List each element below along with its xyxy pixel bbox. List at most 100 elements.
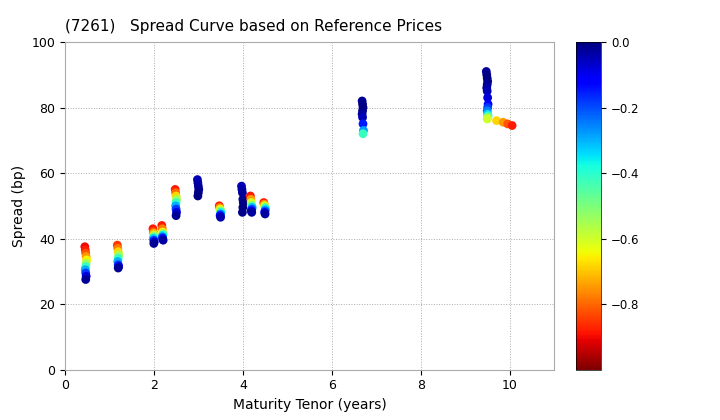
Point	[79, 243, 91, 250]
Point	[481, 84, 492, 91]
Point	[482, 81, 493, 88]
Point	[215, 212, 226, 219]
Point	[482, 104, 493, 111]
Point	[357, 114, 369, 121]
Point	[113, 263, 125, 270]
Point	[112, 242, 123, 249]
Point	[112, 265, 124, 271]
Point	[215, 210, 226, 217]
Point	[259, 202, 271, 209]
Point	[357, 101, 369, 108]
X-axis label: Maturity Tenor (years): Maturity Tenor (years)	[233, 398, 387, 412]
Point	[482, 94, 493, 101]
Point	[246, 207, 257, 214]
Point	[170, 189, 181, 196]
Point	[215, 209, 227, 216]
Point	[482, 88, 493, 94]
Point	[157, 232, 168, 239]
Point	[81, 260, 92, 266]
Point	[357, 108, 369, 114]
Point	[491, 117, 503, 124]
Point	[112, 245, 124, 252]
Point	[157, 235, 168, 242]
Point	[357, 130, 369, 137]
Point	[356, 111, 368, 118]
Point	[246, 209, 258, 216]
Point	[482, 111, 493, 118]
Point	[215, 207, 226, 214]
Point	[480, 68, 492, 75]
Point	[482, 101, 494, 108]
Point	[259, 210, 271, 217]
Point	[498, 119, 509, 126]
Point	[79, 266, 91, 273]
Point	[148, 240, 160, 247]
Point	[482, 114, 493, 121]
Point	[148, 237, 160, 244]
Point	[192, 193, 204, 199]
Point	[258, 199, 269, 206]
Point	[148, 228, 159, 235]
Point	[245, 196, 256, 202]
Point	[357, 121, 369, 127]
Point	[113, 252, 125, 258]
Point	[112, 255, 124, 262]
Point	[148, 239, 160, 245]
Point	[246, 202, 258, 209]
Point	[171, 196, 182, 202]
Point	[259, 207, 271, 214]
Point	[148, 232, 160, 239]
Point	[235, 183, 247, 189]
Point	[506, 122, 518, 129]
Point	[237, 189, 248, 196]
Point	[246, 204, 258, 211]
Point	[214, 204, 225, 211]
Point	[246, 206, 258, 213]
Point	[215, 206, 226, 213]
Point	[482, 78, 493, 85]
Point	[80, 270, 91, 276]
Point	[81, 273, 92, 280]
Point	[214, 202, 225, 209]
Point	[148, 230, 160, 237]
Point	[81, 253, 92, 260]
Point	[80, 263, 91, 270]
Point	[148, 234, 160, 240]
Point	[171, 206, 182, 213]
Point	[79, 247, 91, 253]
Point	[237, 209, 248, 216]
Point	[157, 228, 168, 235]
Point	[237, 196, 248, 202]
Point	[193, 186, 204, 193]
Point	[481, 71, 492, 78]
Point	[236, 186, 248, 193]
Point	[147, 226, 158, 232]
Point	[171, 209, 182, 216]
Point	[357, 104, 369, 111]
Point	[112, 261, 124, 268]
Point	[192, 176, 203, 183]
Point	[158, 230, 169, 237]
Point	[259, 204, 271, 211]
Point	[112, 248, 124, 255]
Point	[112, 258, 124, 265]
Point	[260, 206, 271, 213]
Point	[81, 257, 92, 263]
Text: (7261)   Spread Curve based on Reference Prices: (7261) Spread Curve based on Reference P…	[65, 19, 442, 34]
Point	[80, 276, 91, 283]
Point	[502, 121, 513, 127]
Point	[171, 212, 182, 219]
Point	[259, 209, 271, 216]
Point	[171, 199, 182, 206]
Point	[482, 75, 493, 81]
Point	[156, 226, 168, 232]
Point	[482, 108, 493, 114]
Point	[482, 112, 494, 119]
Point	[156, 234, 168, 240]
Point	[356, 97, 368, 104]
Point	[148, 235, 159, 242]
Point	[158, 237, 169, 244]
Point	[192, 183, 204, 189]
Point	[238, 199, 249, 206]
Point	[192, 179, 204, 186]
